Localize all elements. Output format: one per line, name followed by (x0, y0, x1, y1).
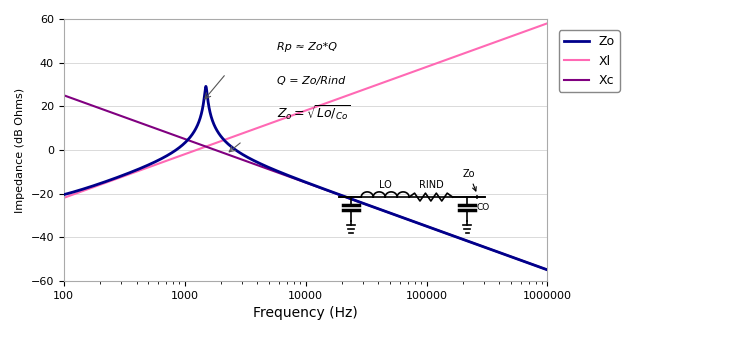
Zo (59, 193, 68, 197)
Zo (143, 163, 152, 167)
Xl (59, 196, 68, 200)
Xc (481, 246, 490, 250)
Zo (115, 175, 123, 179)
Xc (534, 264, 542, 268)
Xc (143, 123, 152, 128)
Xl (143, 166, 152, 170)
Xl (115, 176, 123, 180)
Zo (202, 84, 211, 89)
Line: Xl: Xl (64, 23, 548, 198)
Xc (266, 168, 275, 172)
Xl (534, 25, 542, 29)
Xl (266, 121, 275, 126)
Text: Q = Zo/Rind: Q = Zo/Rind (276, 77, 345, 87)
Zo (543, 268, 552, 272)
Xc (115, 113, 123, 117)
Legend: Zo, Xl, Xc: Zo, Xl, Xc (559, 30, 619, 92)
Xl (245, 129, 253, 133)
Text: $Z_o = \sqrt{Lo/_{Co}}$: $Z_o = \sqrt{Lo/_{Co}}$ (276, 104, 350, 123)
Xc (543, 268, 552, 272)
Line: Xc: Xc (64, 95, 548, 270)
Y-axis label: Impedance (dB Ohms): Impedance (dB Ohms) (15, 87, 25, 212)
Zo (534, 264, 542, 268)
Zo (266, 166, 275, 170)
Xc (245, 160, 253, 164)
Zo (482, 246, 491, 250)
X-axis label: Frequency (Hz): Frequency (Hz) (253, 306, 358, 320)
Xl (543, 21, 552, 25)
Xc (59, 93, 68, 97)
Text: Rp ≈ Zo*Q: Rp ≈ Zo*Q (276, 42, 336, 52)
Line: Zo: Zo (64, 87, 548, 270)
Zo (245, 156, 253, 160)
Xl (481, 43, 490, 48)
